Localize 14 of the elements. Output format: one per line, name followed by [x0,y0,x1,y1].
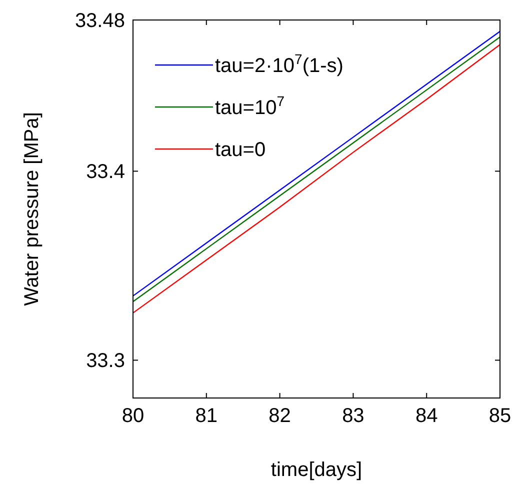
y-axis-title: Water pressure [MPa] [21,112,43,306]
y-tick-label: 33.48 [74,10,125,32]
y-tick-label: 33.3 [86,350,125,372]
x-axis-title: time[days] [270,459,362,481]
legend-label: tau=0 [215,139,266,161]
x-tick-label: 84 [415,405,438,427]
x-tick-label: 85 [488,405,512,427]
y-tick-label: 33.4 [86,161,125,184]
x-tick-label: 80 [122,405,144,427]
legend-label: tau=2·10$^{7}$(1-s) [215,51,344,77]
legend-label: tau=10$^{7}$ [215,93,285,119]
x-tick-label: 82 [268,405,291,427]
x-tick-label: 81 [195,405,218,427]
x-tick-label: 83 [342,405,364,427]
